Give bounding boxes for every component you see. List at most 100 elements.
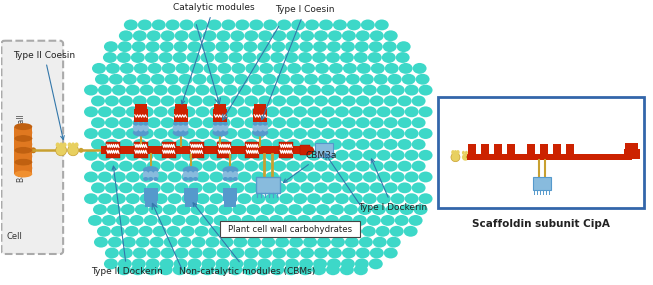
Ellipse shape (290, 74, 304, 85)
Ellipse shape (369, 258, 383, 269)
Ellipse shape (314, 182, 328, 193)
Ellipse shape (189, 248, 202, 258)
Bar (14, 139, 32, 150)
Ellipse shape (250, 226, 264, 237)
Ellipse shape (219, 204, 232, 215)
Ellipse shape (146, 258, 160, 269)
Ellipse shape (361, 19, 375, 30)
Ellipse shape (165, 74, 179, 85)
Ellipse shape (300, 95, 314, 106)
Ellipse shape (345, 237, 359, 248)
Ellipse shape (326, 264, 340, 275)
Ellipse shape (354, 264, 368, 275)
Ellipse shape (356, 117, 370, 128)
Ellipse shape (285, 258, 299, 269)
Ellipse shape (300, 30, 314, 41)
Ellipse shape (360, 74, 374, 85)
Ellipse shape (405, 85, 419, 95)
Ellipse shape (411, 182, 426, 193)
Text: Type II Coesin: Type II Coesin (13, 50, 76, 139)
Ellipse shape (370, 117, 384, 128)
Ellipse shape (143, 177, 148, 181)
Ellipse shape (147, 117, 161, 128)
Ellipse shape (212, 129, 229, 137)
Bar (183, 104, 187, 110)
Ellipse shape (147, 95, 161, 106)
Ellipse shape (174, 95, 189, 106)
Ellipse shape (259, 30, 272, 41)
Ellipse shape (377, 172, 390, 182)
Ellipse shape (247, 237, 261, 248)
Ellipse shape (202, 139, 217, 150)
Ellipse shape (356, 248, 370, 258)
Bar (135, 104, 139, 110)
Ellipse shape (287, 63, 301, 74)
Ellipse shape (214, 52, 229, 63)
Ellipse shape (286, 161, 300, 172)
Ellipse shape (30, 147, 36, 153)
Ellipse shape (221, 19, 235, 30)
Ellipse shape (328, 30, 342, 41)
Ellipse shape (95, 74, 109, 85)
Ellipse shape (304, 74, 318, 85)
Bar (279, 142, 293, 158)
Ellipse shape (257, 124, 263, 132)
Bar (633, 143, 638, 150)
Ellipse shape (120, 63, 134, 74)
Ellipse shape (189, 139, 202, 150)
Ellipse shape (283, 215, 297, 226)
Ellipse shape (183, 124, 189, 132)
Ellipse shape (119, 161, 133, 172)
Ellipse shape (91, 95, 105, 106)
Ellipse shape (166, 19, 180, 30)
Ellipse shape (256, 52, 270, 63)
Bar (629, 143, 633, 150)
Ellipse shape (299, 41, 313, 52)
Ellipse shape (275, 237, 289, 248)
Ellipse shape (223, 106, 238, 117)
Bar (221, 221, 360, 237)
FancyBboxPatch shape (1, 41, 63, 254)
Ellipse shape (172, 215, 185, 226)
Ellipse shape (202, 41, 215, 52)
Ellipse shape (105, 182, 119, 193)
Ellipse shape (195, 193, 210, 204)
Bar (101, 146, 310, 154)
Ellipse shape (358, 204, 372, 215)
Ellipse shape (265, 172, 279, 182)
Ellipse shape (302, 204, 316, 215)
Bar (253, 109, 267, 122)
Bar (468, 154, 631, 160)
Ellipse shape (255, 215, 269, 226)
Ellipse shape (231, 248, 244, 258)
Ellipse shape (112, 172, 126, 182)
Ellipse shape (159, 52, 172, 63)
Ellipse shape (102, 215, 116, 226)
Ellipse shape (359, 237, 373, 248)
Ellipse shape (168, 150, 182, 161)
Ellipse shape (118, 258, 132, 269)
Ellipse shape (84, 85, 98, 95)
Ellipse shape (265, 193, 279, 204)
Ellipse shape (174, 182, 189, 193)
Ellipse shape (314, 248, 328, 258)
Bar (256, 177, 280, 193)
Ellipse shape (390, 172, 405, 182)
Bar (134, 109, 148, 122)
Ellipse shape (189, 30, 202, 41)
Bar (14, 150, 32, 162)
Ellipse shape (465, 151, 468, 155)
Ellipse shape (223, 171, 229, 179)
Ellipse shape (144, 215, 158, 226)
Ellipse shape (188, 177, 193, 181)
Ellipse shape (173, 122, 178, 126)
Ellipse shape (339, 215, 353, 226)
Ellipse shape (217, 63, 231, 74)
Ellipse shape (202, 161, 217, 172)
Ellipse shape (313, 41, 327, 52)
Ellipse shape (238, 128, 251, 139)
Ellipse shape (370, 95, 384, 106)
Ellipse shape (328, 139, 342, 150)
Ellipse shape (293, 172, 307, 182)
Ellipse shape (143, 124, 149, 132)
